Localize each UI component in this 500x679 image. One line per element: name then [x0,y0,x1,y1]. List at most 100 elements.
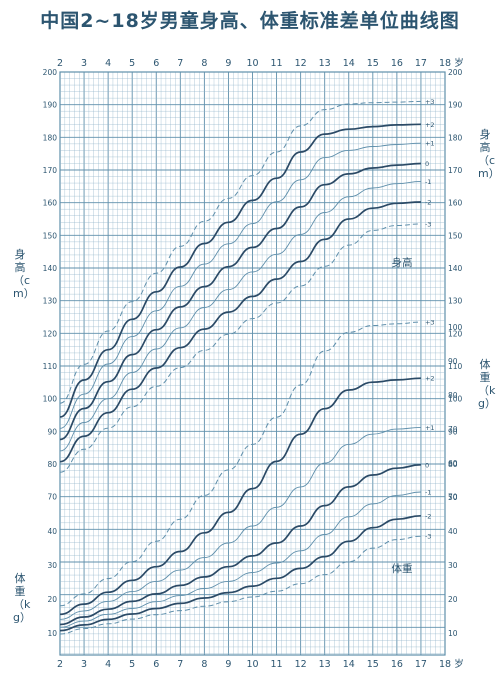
height-tick-label-right: 100 [448,395,463,404]
height-curve-plus1 [59,142,421,429]
height-tick-label-right: 170 [448,166,463,175]
bottom-age-tick-label: 17 [415,659,427,670]
height-tick-label-left: 180 [43,133,58,142]
height-tick-label-right: 200 [448,68,463,77]
weight-curve-label: 0 [425,461,429,469]
weight-region-label: 体重 [392,562,413,575]
height-tick-label-right: 150 [448,231,463,240]
weight-curve-label: -2 [425,512,431,520]
height-tick-label-right: 160 [448,199,463,208]
height-tick-label-left: 170 [43,166,58,175]
weight-tick-label-left: 40 [47,527,57,536]
bottom-age-tick-label: 5 [129,659,135,670]
weight-tick-label-right: 10 [448,629,458,638]
height-curve-label: -3 [425,220,431,228]
weight-tick-label-right: 50 [448,493,458,502]
height-tick-label-right: 130 [448,297,463,306]
weight-tick-label-right: 40 [448,527,458,536]
height-tick-label-right: 120 [448,329,463,338]
bottom-age-tick-label: 3 [81,659,87,670]
top-age-tick-label: 5 [129,58,135,69]
height-curve-label: -2 [425,199,431,207]
weight-curve-minus1 [59,491,421,628]
bottom-age-tick-label: 16 [391,659,403,670]
top-age-tick-label: 12 [295,58,307,69]
bottom-age-tick-label: 12 [295,659,307,670]
weight-tick-label-left: 20 [47,595,57,604]
height-curve-label: 0 [425,160,429,168]
height-curve-plus3 [59,100,421,404]
bottom-age-tick-label: 2 [57,659,63,670]
top-age-tick-label: 13 [319,58,331,69]
top-age-unit-label: 岁 [454,57,464,69]
height-tick-label-left: 190 [43,101,58,110]
top-age-tick-label: 18 [439,58,451,69]
height-tick-label-left: 90 [47,427,57,436]
height-tick-label-right: 180 [448,133,463,142]
top-age-tick-label: 6 [153,58,159,69]
height-tick-label-left: 80 [47,460,57,469]
chart-title: 中国2~18岁男童身高、体重标准差单位曲线图 [40,10,460,32]
height-tick-label-left: 200 [43,68,58,77]
weight-tick-label-right: 80 [448,391,458,400]
top-age-tick-label: 2 [57,58,63,69]
height-tick-label-left: 100 [43,395,58,404]
weight-tick-label-right: 30 [448,561,458,570]
weight-curve-label: -3 [425,533,431,541]
height-curve-0 [59,162,421,441]
height-curve-minus2 [59,201,421,463]
height-curve-label: +3 [425,98,435,106]
weight-curve-plus1 [59,426,421,620]
height-tick-label-left: 70 [47,493,57,502]
bottom-age-tick-label: 13 [319,659,331,670]
height-curve-label: -1 [425,178,431,186]
weight-tick-label-right: 90 [448,357,458,366]
weight-tick-label-right: 100 [448,323,463,332]
top-age-tick-label: 9 [225,58,231,69]
height-tick-label-left: 120 [43,329,58,338]
height-tick-label-left: 110 [43,362,58,371]
height-tick-label-right: 110 [448,362,463,371]
bottom-age-tick-label: 15 [367,659,379,670]
top-age-tick-label: 11 [271,58,283,69]
height-tick-label-left: 150 [43,231,58,240]
weight-curve-minus3 [59,535,421,635]
top-age-tick-label: 15 [367,58,379,69]
top-age-tick-label: 14 [343,58,355,69]
weight-curve-minus2 [59,514,421,632]
height-tick-label-right: 90 [448,427,458,436]
bottom-age-tick-label: 10 [246,659,258,670]
height-curve-label: +1 [425,140,435,148]
weight-curve-label: +2 [425,375,435,383]
bottom-age-tick-label: 4 [105,659,111,670]
top-age-tick-label: 8 [201,58,207,69]
height-curve-label: +2 [425,121,435,129]
weight-tick-label-right: 70 [448,425,458,434]
height-tick-label-left: 160 [43,199,58,208]
height-tick-label-right: 70 [448,493,458,502]
weight-tick-label-left: 30 [47,561,57,570]
left-weight-axis-label: 体重（kg） [13,572,31,624]
weight-curve-label: +1 [425,424,435,432]
top-age-tick-label: 7 [177,58,183,69]
height-tick-label-right: 80 [448,460,458,469]
bottom-age-tick-label: 9 [225,659,231,670]
bottom-age-tick-label: 14 [343,659,355,670]
top-age-tick-label: 16 [391,58,403,69]
height-curve-plus2 [59,123,421,418]
weight-curve-0 [59,463,421,626]
height-region-label: 身高 [392,256,413,269]
top-age-tick-label: 4 [105,58,111,69]
weight-curve-plus2 [59,377,421,616]
bottom-age-tick-label: 7 [177,659,183,670]
bottom-age-tick-label: 8 [201,659,207,670]
height-tick-label-left: 140 [43,264,58,273]
height-curve-minus3 [59,223,421,473]
weight-tick-label-right: 20 [448,595,458,604]
bottom-age-unit-label: 岁 [454,658,464,670]
weight-curve-plus3 [59,321,421,607]
bottom-age-tick-label: 6 [153,659,159,670]
bottom-age-tick-label: 18 [439,659,451,670]
bottom-age-tick-label: 11 [271,659,283,670]
